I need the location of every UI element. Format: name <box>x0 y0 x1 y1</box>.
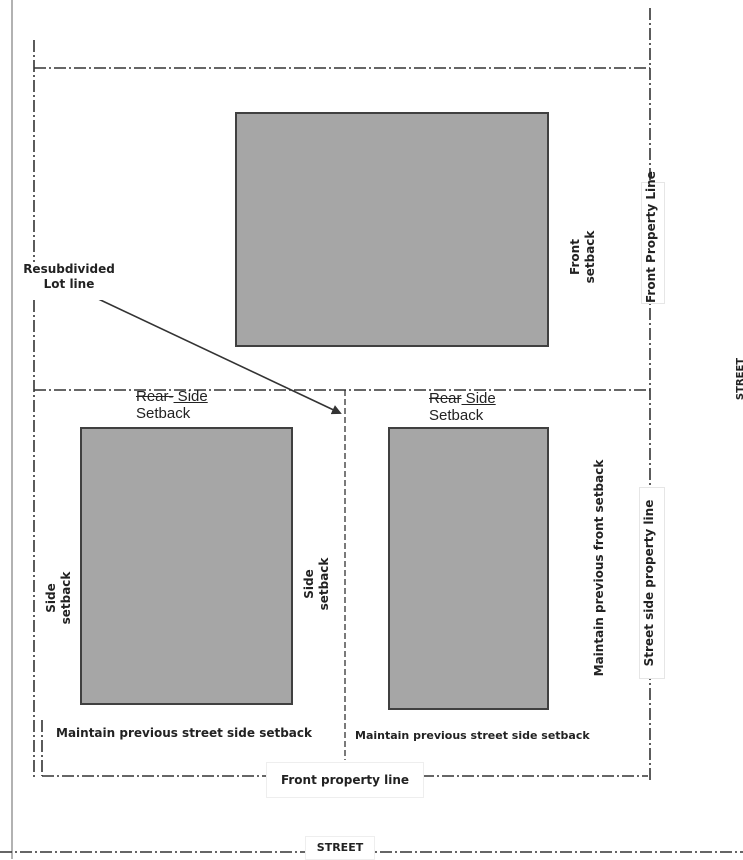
lot-line-arrow <box>91 295 342 415</box>
rear-left-text: Rear- <box>136 388 174 405</box>
maintain-street-side-right-text: Maintain previous street side setback <box>355 729 590 742</box>
front-setback-text-1: Front <box>568 239 582 275</box>
side-setback-left-text-2: setback <box>59 571 73 625</box>
front-property-line-bottom-label: Front property line <box>266 762 424 798</box>
building-top <box>235 112 549 347</box>
street-right-label: STREET <box>733 354 743 404</box>
front-setback-label: Front setback <box>568 224 602 290</box>
resubdivided-label: Resubdivided Lot line <box>14 262 124 300</box>
maintain-front-setback-label: Maintain previous front setback <box>592 458 608 678</box>
front-property-line-label: Front Property Line <box>641 171 665 304</box>
side-left-text: Side <box>173 388 208 405</box>
maintain-front-setback-text: Maintain previous front setback <box>592 459 606 677</box>
building-bottom-right <box>388 427 549 710</box>
front-setback-text-2: setback <box>583 230 597 284</box>
side-setback-mid-text-2: setback <box>317 557 331 611</box>
rear-side-setback-left: Rear- Side Setback <box>136 388 208 422</box>
street-side-property-line-label: Street side property line <box>639 487 665 679</box>
maintain-street-side-left: Maintain previous street side setback <box>56 726 312 741</box>
side-setback-mid-label: Side setback <box>302 551 334 617</box>
resubdivided-text: Resubdivided <box>23 262 115 276</box>
side-right-text: Side <box>461 390 496 407</box>
setback-left-text: Setback <box>136 405 191 422</box>
lot-line-text: Lot line <box>43 277 95 291</box>
side-setback-mid-text-1: Side <box>302 569 316 599</box>
building-bottom-left <box>80 427 293 705</box>
rear-side-setback-right: Rear Side Setback <box>429 390 496 424</box>
street-side-property-line-text: Street side property line <box>642 499 656 667</box>
side-setback-left-text-1: Side <box>44 583 58 613</box>
side-setback-left-label: Side setback <box>44 565 76 631</box>
street-bottom-label: STREET <box>305 836 375 860</box>
setback-right-text: Setback <box>429 407 484 424</box>
rear-right-text: Rear <box>429 390 462 407</box>
front-property-line-text: Front Property Line <box>644 171 658 303</box>
street-bottom-text: STREET <box>316 841 364 854</box>
maintain-street-side-left-text: Maintain previous street side setback <box>56 726 313 740</box>
street-right-text: STREET <box>735 357 743 401</box>
maintain-street-side-right: Maintain previous street side setback <box>355 728 590 743</box>
front-property-line-bottom-text: Front property line <box>280 773 410 787</box>
